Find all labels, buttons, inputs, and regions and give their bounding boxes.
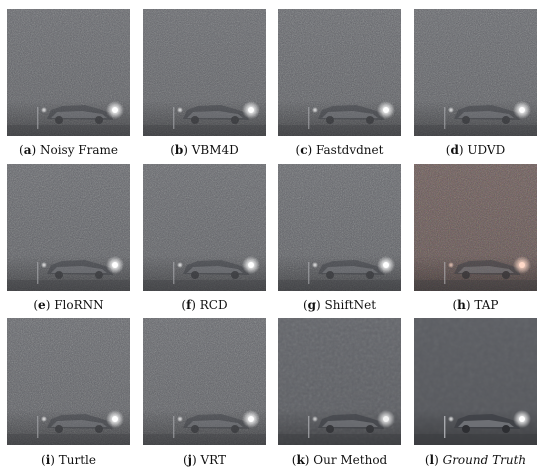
- panel-k: (k) Our Method: [278, 318, 401, 467]
- panel-i: (i) Turtle: [7, 318, 130, 467]
- panel-letter: b: [174, 143, 184, 157]
- panel-letter: d: [450, 143, 459, 157]
- panel-image: [143, 9, 266, 136]
- scene-thumbnail: [143, 9, 266, 136]
- panel-letter: a: [23, 143, 32, 157]
- panel-title: Fastdvdnet: [316, 143, 384, 157]
- scene-thumbnail: [7, 9, 130, 136]
- panel-title: UDVD: [467, 143, 506, 157]
- panel-title: Our Method: [313, 453, 388, 467]
- panel-letter: k: [296, 453, 305, 467]
- panel-h: (h) TAP: [414, 164, 537, 312]
- panel-letter: i: [45, 453, 51, 467]
- panel-letter: e: [38, 298, 46, 312]
- scene-thumbnail: [143, 164, 266, 291]
- panel-image: [414, 9, 537, 136]
- panel-title: VRT: [200, 453, 227, 467]
- panel-image: [143, 164, 266, 291]
- panel-letter: f: [186, 298, 192, 312]
- panel-caption: (a) Noisy Frame: [19, 143, 118, 157]
- panel-letter: l: [429, 453, 435, 467]
- scene-thumbnail: [7, 164, 130, 291]
- panel-letter: c: [300, 143, 308, 157]
- panel-caption: (d) UDVD: [445, 143, 506, 157]
- panel-caption: (b) VBM4D: [170, 143, 239, 157]
- panel-title: FloRNN: [54, 298, 104, 312]
- panel-image: [143, 318, 266, 445]
- scene-thumbnail: [414, 9, 537, 136]
- panel-title: Noisy Frame: [39, 143, 118, 157]
- panel-l: (l) Ground Truth: [414, 318, 537, 467]
- panel-image: [278, 164, 401, 291]
- panel-image: [414, 164, 537, 291]
- panel-caption: (c) Fastdvdnet: [295, 143, 384, 157]
- panel-title: Ground Truth: [442, 453, 527, 467]
- panel-title: TAP: [474, 298, 499, 312]
- panel-caption: (l) Ground Truth: [424, 453, 527, 467]
- panel-e: (e) FloRNN: [7, 164, 130, 312]
- panel-image: [7, 164, 130, 291]
- panel-caption: (e) FloRNN: [33, 298, 104, 312]
- panel-letter: j: [187, 453, 193, 467]
- panel-title: Turtle: [58, 453, 96, 467]
- panel-caption: (f) RCD: [181, 298, 228, 312]
- panel-caption: (h) TAP: [452, 298, 499, 312]
- scene-thumbnail: [278, 164, 401, 291]
- scene-thumbnail: [143, 318, 266, 445]
- panel-c: (c) Fastdvdnet: [278, 9, 401, 157]
- scene-thumbnail: [278, 9, 401, 136]
- panel-letter: h: [457, 298, 466, 312]
- panel-caption: (k) Our Method: [291, 453, 388, 467]
- panel-title: ShiftNet: [324, 298, 377, 312]
- panel-image: [278, 9, 401, 136]
- panel-d: (d) UDVD: [414, 9, 537, 157]
- panel-letter: g: [307, 298, 317, 312]
- panel-image: [414, 318, 537, 445]
- panel-title: RCD: [199, 298, 228, 312]
- panel-title: VBM4D: [191, 143, 239, 157]
- panel-caption: (j) VRT: [182, 453, 227, 467]
- panel-a: (a) Noisy Frame: [7, 9, 130, 157]
- panel-image: [7, 9, 130, 136]
- panel-f: (f) RCD: [143, 164, 266, 312]
- panel-caption: (g) ShiftNet: [302, 298, 377, 312]
- panel-g: (g) ShiftNet: [278, 164, 401, 312]
- panel-image: [278, 318, 401, 445]
- panel-caption: (i) Turtle: [41, 453, 96, 467]
- scene-thumbnail: [278, 318, 401, 445]
- panel-j: (j) VRT: [143, 318, 266, 467]
- scene-thumbnail: [7, 318, 130, 445]
- scene-thumbnail: [414, 318, 537, 445]
- panel-image: [7, 318, 130, 445]
- scene-thumbnail: [414, 164, 537, 291]
- panel-b: (b) VBM4D: [143, 9, 266, 157]
